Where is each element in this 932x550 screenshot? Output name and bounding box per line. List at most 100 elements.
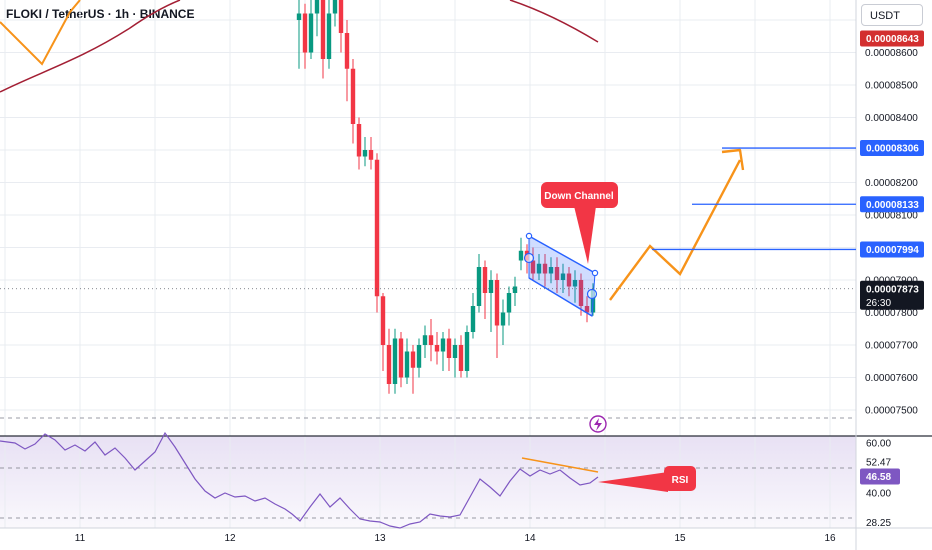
candle bbox=[338, 0, 344, 33]
candle bbox=[344, 33, 350, 69]
x-tick-label: 11 bbox=[75, 533, 86, 544]
price-tag-label: 0.00008643 bbox=[866, 34, 919, 45]
candle bbox=[488, 280, 494, 293]
left-projection-line bbox=[0, 0, 81, 66]
x-tick-label: 15 bbox=[674, 533, 686, 544]
candle bbox=[326, 13, 332, 59]
x-tick-label: 12 bbox=[224, 533, 236, 544]
y-tick-label: 0.00008600 bbox=[865, 48, 918, 59]
candle bbox=[578, 280, 584, 306]
candle bbox=[494, 280, 500, 326]
candle bbox=[386, 345, 392, 384]
channel-handle bbox=[525, 232, 533, 240]
candle bbox=[380, 296, 386, 345]
channel-handle bbox=[591, 269, 599, 277]
y-tick-label: 0.00008100 bbox=[865, 211, 918, 222]
rsi-line bbox=[0, 431, 599, 529]
candle bbox=[302, 13, 308, 53]
price-axis[interactable]: 0.000086000.000085000.000084000.00008300… bbox=[860, 30, 924, 529]
candle bbox=[392, 338, 398, 384]
x-tick-label: 16 bbox=[824, 533, 836, 544]
rsi-label: RSI bbox=[672, 475, 689, 486]
candle bbox=[296, 13, 302, 20]
candle bbox=[332, 0, 338, 14]
candles bbox=[296, 0, 596, 394]
candle bbox=[446, 338, 452, 358]
candle bbox=[404, 351, 410, 378]
candle bbox=[452, 345, 458, 358]
price-tag bbox=[860, 196, 924, 213]
rsi-divergence-line bbox=[521, 457, 599, 473]
candle bbox=[374, 159, 380, 297]
channel-lower-line bbox=[528, 277, 593, 317]
rsi-current-label: 46.58 bbox=[866, 472, 891, 483]
y-tick-label: 0.00007800 bbox=[865, 308, 918, 319]
y-tick-label: 0.00007500 bbox=[865, 406, 918, 417]
candle bbox=[422, 335, 428, 345]
y-tick-label: 0.00007600 bbox=[865, 373, 918, 384]
candle bbox=[548, 267, 554, 274]
candle bbox=[314, 0, 320, 14]
currency-selector[interactable]: USDT bbox=[861, 4, 923, 26]
annotations: Down Channel bbox=[0, 147, 856, 433]
candle bbox=[566, 273, 572, 287]
rsi-pane: RSI bbox=[0, 417, 856, 529]
rsi-tick-label: 60.00 bbox=[866, 439, 891, 450]
candle bbox=[350, 68, 356, 124]
price-tag bbox=[860, 30, 924, 47]
rsi-pointer bbox=[598, 472, 668, 492]
candle bbox=[536, 263, 542, 274]
y-tick-label: 0.00007700 bbox=[865, 341, 918, 352]
moving-average bbox=[0, 0, 599, 93]
candle bbox=[482, 267, 488, 293]
ma-line bbox=[509, 0, 599, 43]
candle bbox=[440, 338, 446, 352]
candle bbox=[554, 267, 560, 280]
candle bbox=[368, 150, 374, 160]
candle bbox=[506, 293, 512, 313]
y-tick-label: 0.00008400 bbox=[865, 113, 918, 124]
price-tag-label: 0.00007994 bbox=[866, 245, 919, 256]
lightning-icon-glyph bbox=[594, 418, 602, 431]
candle bbox=[434, 345, 440, 352]
projection-path bbox=[609, 159, 742, 301]
current-price-label: 0.00007873 bbox=[866, 284, 919, 295]
channel-handle bbox=[523, 252, 535, 264]
current-price-tag bbox=[860, 280, 924, 310]
time-axis[interactable]: 11 12 13 14 15 16 bbox=[75, 533, 836, 544]
y-tick-label: 0.00008500 bbox=[865, 81, 918, 92]
channel-handle bbox=[586, 288, 598, 300]
price-tag-label: 0.00008133 bbox=[866, 200, 919, 211]
price-tag bbox=[860, 140, 924, 157]
rsi-tick-label: 52.47 bbox=[866, 457, 891, 468]
price-tag bbox=[860, 241, 924, 258]
rsi-background bbox=[0, 436, 856, 528]
candle bbox=[416, 345, 422, 368]
candle bbox=[512, 286, 518, 293]
candle bbox=[464, 332, 470, 371]
candle bbox=[530, 260, 536, 274]
candle bbox=[308, 13, 314, 53]
candle bbox=[584, 306, 590, 313]
candle bbox=[572, 280, 578, 287]
x-tick-label: 14 bbox=[524, 533, 536, 544]
candle bbox=[518, 250, 524, 261]
price-tag-label: 0.00008306 bbox=[866, 144, 919, 155]
candle bbox=[428, 335, 434, 345]
candle bbox=[476, 267, 482, 306]
rsi-label-box bbox=[664, 466, 696, 491]
candle bbox=[458, 345, 464, 371]
candle bbox=[500, 312, 506, 326]
x-tick-label: 13 bbox=[374, 533, 386, 544]
down-channel-label: Down Channel bbox=[544, 191, 614, 202]
rsi-current-tag bbox=[860, 468, 900, 485]
candle bbox=[470, 306, 476, 332]
callout-pointer bbox=[574, 206, 596, 264]
channel-upper-line bbox=[528, 235, 596, 274]
rsi-tick-label: 28.25 bbox=[866, 518, 891, 529]
y-tick-label: 0.00008200 bbox=[865, 178, 918, 189]
candle bbox=[560, 273, 566, 280]
countdown-label: 26:30 bbox=[866, 298, 891, 309]
